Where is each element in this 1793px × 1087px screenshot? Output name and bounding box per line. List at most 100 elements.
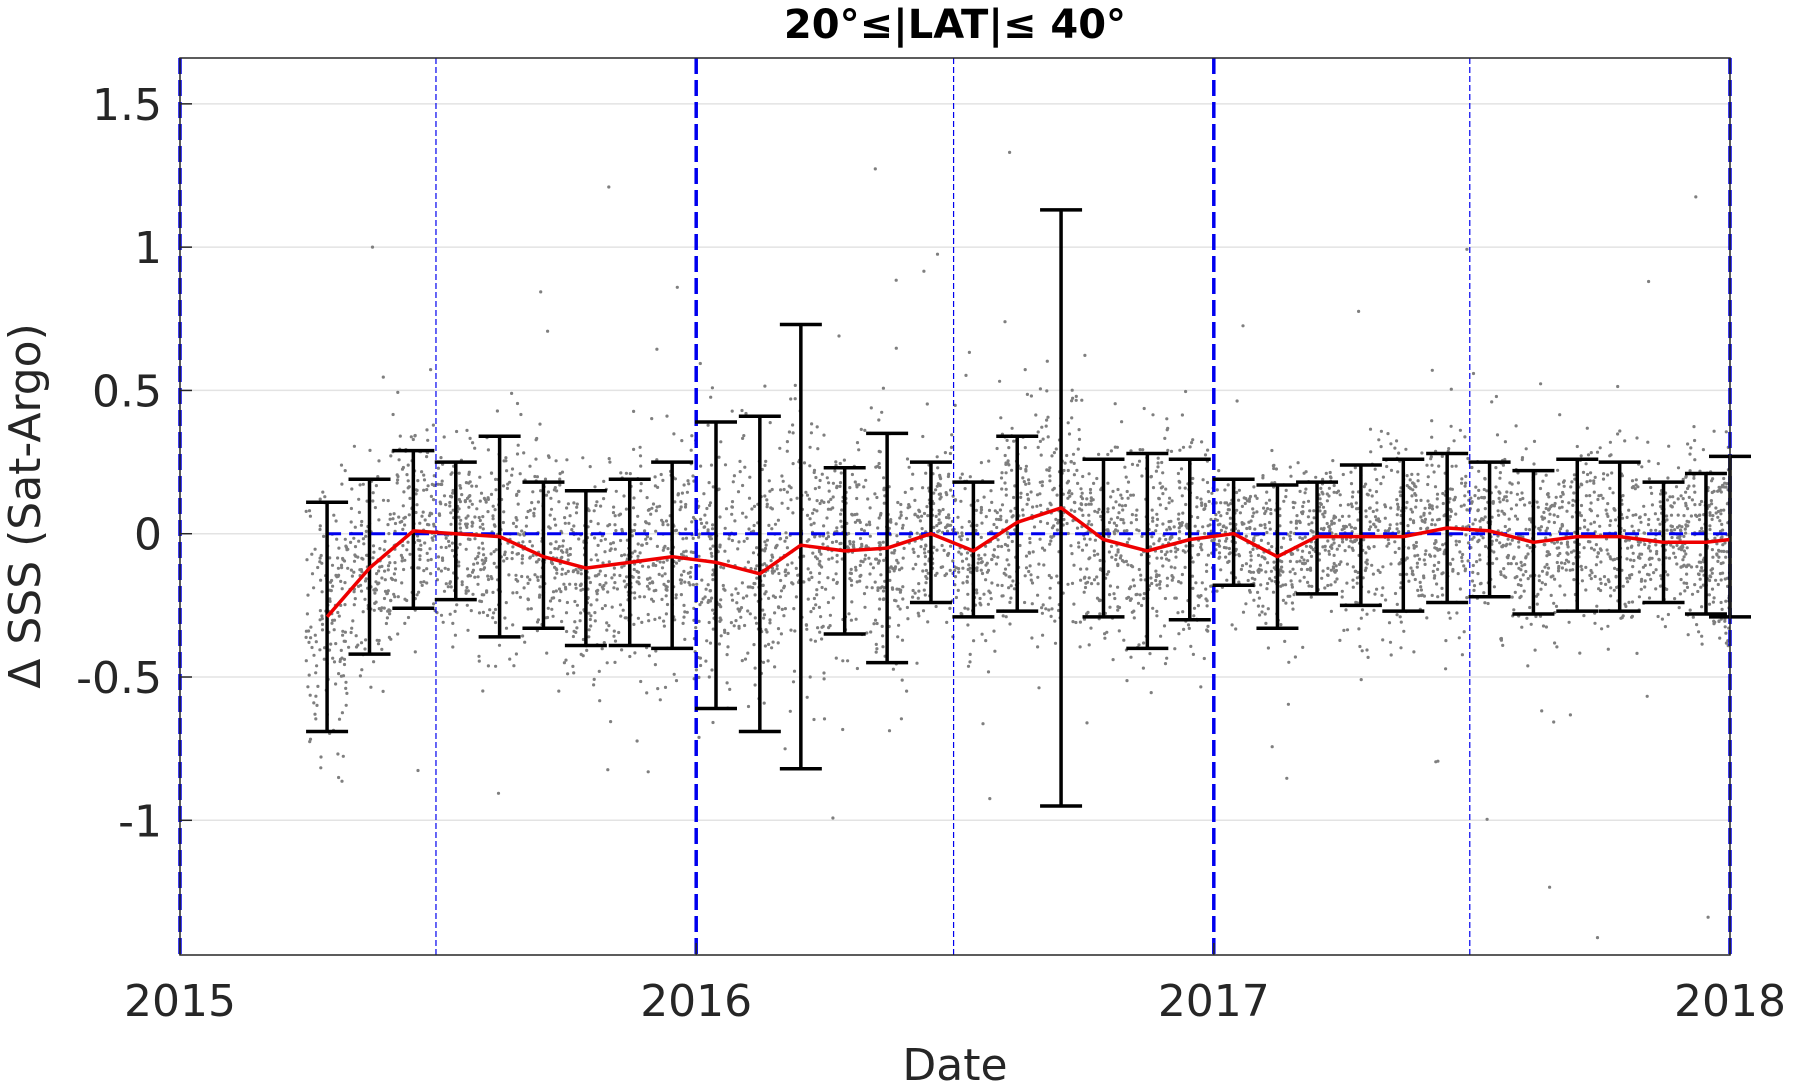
scatter-point-1008 xyxy=(572,569,576,573)
scatter-point-1641 xyxy=(762,613,767,617)
scatter-point-87 xyxy=(340,587,344,591)
scatter-point-2388 xyxy=(977,553,981,557)
scatter-point-2413 xyxy=(1024,554,1029,558)
scatter-point-1460 xyxy=(719,605,723,609)
scatter-point-1210 xyxy=(665,602,670,607)
scatter-point-587 xyxy=(468,480,472,484)
scatter-point-3207 xyxy=(1246,578,1250,583)
scatter-point-2371 xyxy=(979,508,984,512)
scatter-point-266 xyxy=(356,555,360,559)
scatter-point-3053 xyxy=(1181,610,1185,614)
scatter-point-3926 xyxy=(1444,639,1448,643)
scatter-point-3482 xyxy=(1302,558,1306,562)
scatter-point-2104 xyxy=(920,527,924,531)
scatter-point-4599 xyxy=(1618,429,1622,433)
scatter-point-801 xyxy=(549,551,553,555)
scatter-point-2007 xyxy=(876,526,880,530)
scatter-point-1755 xyxy=(813,535,817,539)
scatter-point-4840 xyxy=(1686,486,1690,491)
scatter-point-1138 xyxy=(646,577,650,581)
scatter-point-3279 xyxy=(1225,537,1229,541)
scatter-point-4237 xyxy=(1547,495,1551,499)
scatter-point-1401 xyxy=(711,578,715,582)
scatter-point-118 xyxy=(338,657,343,661)
scatter-point-4503 xyxy=(1599,560,1603,564)
scatter-point-4260 xyxy=(1529,622,1533,626)
scatter-point-2182 xyxy=(947,516,951,520)
scatter-point-3392 xyxy=(1295,560,1299,564)
scatter-point-3471 xyxy=(1314,475,1318,479)
scatter-point-2395 xyxy=(984,639,988,643)
scatter-point-3795 xyxy=(1410,472,1414,476)
scatter-point-3581 xyxy=(1310,584,1314,589)
scatter-point-3099 xyxy=(1204,504,1208,508)
scatter-point-3083 xyxy=(1192,614,1196,618)
scatter-point-1128 xyxy=(623,585,628,589)
scatter-point-1017 xyxy=(568,582,572,586)
scatter-point-1722 xyxy=(807,497,812,501)
scatter-point-2293 xyxy=(974,508,979,512)
scatter-point-3182 xyxy=(1223,530,1227,534)
scatter-point-3331 xyxy=(1291,506,1296,510)
scatter-point-3633 xyxy=(1363,568,1367,573)
scatter-point-1699 xyxy=(802,580,806,584)
scatter-point-292 xyxy=(353,553,357,557)
scatter-point-2312 xyxy=(976,561,980,565)
scatter-point-2880 xyxy=(1139,573,1143,577)
scatter-point-3119 xyxy=(1177,512,1181,516)
scatter-point-4011 xyxy=(1436,567,1440,572)
scatter-point-2302 xyxy=(968,652,972,657)
scatter-point-1417 xyxy=(702,492,706,496)
scatter-point-3919 xyxy=(1465,247,1469,251)
scatter-point-1141 xyxy=(624,616,629,620)
scatter-point-168 xyxy=(386,568,390,572)
scatter-point-3081 xyxy=(1184,544,1188,548)
scatter-point-1858 xyxy=(854,568,858,572)
scatter-point-4711 xyxy=(1682,514,1686,518)
scatter-point-1589 xyxy=(770,569,774,573)
scatter-point-3647 xyxy=(1344,537,1349,541)
scatter-point-3599 xyxy=(1332,537,1336,541)
scatter-point-1453 xyxy=(697,675,701,680)
scatter-point-1347 xyxy=(655,505,659,509)
scatter-point-3362 xyxy=(1291,607,1295,611)
scatter-point-95 xyxy=(337,717,342,721)
scatter-point-2468 xyxy=(1028,536,1032,541)
scatter-point-2127 xyxy=(942,548,946,553)
scatter-point-1194 xyxy=(618,573,622,578)
scatter-point-214 xyxy=(359,523,363,527)
scatter-point-4025 xyxy=(1430,435,1434,439)
scatter-point-2779 xyxy=(1117,629,1121,633)
scatter-point-3368 xyxy=(1262,506,1266,510)
scatter-point-4574 xyxy=(1620,474,1624,478)
scatter-point-4585 xyxy=(1637,543,1641,547)
scatter-point-913 xyxy=(568,547,573,551)
scatter-point-1336 xyxy=(658,504,662,508)
scatter-point-1993 xyxy=(899,502,903,507)
scatter-point-287 xyxy=(380,606,384,610)
scatter-point-3236 xyxy=(1248,550,1252,554)
scatter-point-3283 xyxy=(1216,523,1220,527)
scatter-point-184 xyxy=(350,487,354,491)
scatter-point-4272 xyxy=(1526,664,1530,668)
scatter-point-4931 xyxy=(1701,448,1705,452)
scatter-point-1767 xyxy=(780,501,784,505)
scatter-point-4461 xyxy=(1567,620,1571,624)
scatter-point-460 xyxy=(436,466,440,470)
scatter-point-2732 xyxy=(1088,491,1093,495)
scatter-point-3732 xyxy=(1376,528,1380,533)
scatter-point-1271 xyxy=(672,672,676,676)
scatter-point-2568 xyxy=(1076,447,1080,451)
scatter-point-1611 xyxy=(761,548,765,552)
scatter-point-4678 xyxy=(1669,524,1673,528)
scatter-point-2449 xyxy=(1005,438,1009,442)
scatter-point-1894 xyxy=(830,556,834,560)
scatter-point-686 xyxy=(492,611,496,615)
scatter-point-4894 xyxy=(1714,506,1718,510)
scatter-point-4297 xyxy=(1544,506,1548,511)
scatter-point-780 xyxy=(561,539,566,543)
scatter-point-1495 xyxy=(707,675,711,679)
scatter-point-467 xyxy=(451,508,455,512)
scatter-point-2887 xyxy=(1142,596,1146,601)
scatter-point-4608 xyxy=(1630,614,1634,619)
